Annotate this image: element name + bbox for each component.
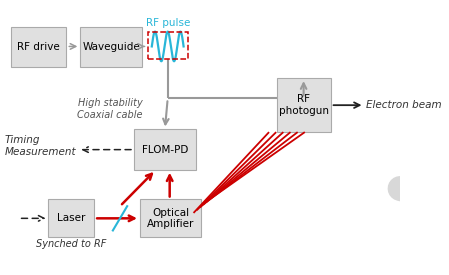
FancyBboxPatch shape xyxy=(140,199,202,237)
Text: FLOM-PD: FLOM-PD xyxy=(141,145,188,155)
Text: Laser: Laser xyxy=(57,213,85,223)
FancyBboxPatch shape xyxy=(277,78,330,132)
Text: Waveguide: Waveguide xyxy=(82,42,140,52)
Bar xyxy=(148,32,188,59)
FancyBboxPatch shape xyxy=(134,130,195,170)
Text: High stability
Coaxial cable: High stability Coaxial cable xyxy=(77,98,143,120)
FancyBboxPatch shape xyxy=(11,27,66,67)
Text: RF
photogun: RF photogun xyxy=(279,94,329,116)
Text: RF drive: RF drive xyxy=(17,42,60,52)
Text: RF pulse: RF pulse xyxy=(145,18,190,28)
FancyBboxPatch shape xyxy=(80,27,142,67)
Text: Synched to RF: Synched to RF xyxy=(36,239,107,249)
Text: Optical
Amplifier: Optical Amplifier xyxy=(147,208,194,229)
FancyBboxPatch shape xyxy=(48,199,94,237)
Text: Electron beam: Electron beam xyxy=(366,100,442,110)
Text: Timing
Measurement: Timing Measurement xyxy=(5,135,76,157)
